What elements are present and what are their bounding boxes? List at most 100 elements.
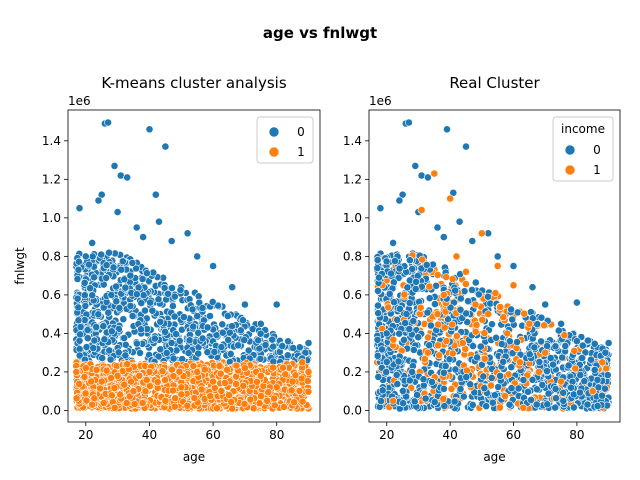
legend-label: 0 [297, 125, 305, 139]
cloud-point [459, 392, 468, 401]
legend-marker [564, 144, 576, 156]
cloud-point [450, 397, 459, 406]
cloud-point [264, 388, 273, 397]
cloud-point [474, 290, 483, 299]
x-tick-label: 60 [205, 428, 220, 442]
cloud-point [121, 340, 130, 349]
cloud-point [400, 335, 408, 344]
data-point [433, 223, 442, 232]
cloud-point [136, 348, 144, 357]
cloud-point [154, 352, 163, 361]
cloud-point [115, 303, 124, 312]
cloud-point [137, 325, 145, 334]
panel-real-cluster: Real Cluster 20 40 60 80 0.0 0.2 0.4 0.6 0.8 1.0 1.… [343, 74, 621, 464]
cloud-point [558, 353, 567, 362]
cloud-point [169, 354, 178, 363]
cloud-point [278, 342, 287, 350]
data-point [462, 267, 470, 276]
cloud-point [279, 402, 288, 411]
cloud-point [189, 322, 198, 331]
cloud-point [158, 367, 167, 376]
data-point [132, 223, 141, 232]
cloud-point [433, 270, 442, 279]
cloud-point [390, 257, 399, 265]
cloud-point [374, 309, 383, 318]
data-point [528, 283, 537, 292]
data-point [272, 383, 281, 392]
cloud-point [203, 323, 212, 332]
cloud-point [135, 371, 144, 380]
cloud-point [421, 394, 430, 403]
data-point [541, 300, 550, 309]
cloud-point [225, 328, 234, 337]
cloud-point [74, 316, 83, 325]
cloud-point [81, 389, 90, 398]
cloud-point [102, 366, 111, 375]
data-point [417, 206, 426, 214]
cloud-point [249, 404, 258, 413]
cloud-point [456, 305, 465, 314]
cloud-point [451, 286, 460, 295]
y-tick-label: 0.6 [42, 288, 61, 302]
data-point [471, 300, 480, 309]
cloud-point [462, 309, 470, 318]
cloud-point [177, 390, 186, 399]
cloud-point [298, 397, 307, 406]
data-point [110, 161, 119, 170]
data-point [240, 364, 249, 372]
cloud-point [223, 312, 232, 320]
cloud-point [75, 257, 83, 266]
cloud-point [169, 372, 178, 380]
data-point [509, 281, 518, 290]
cloud-point [389, 335, 398, 344]
y-tick-label: 0.6 [343, 288, 362, 302]
cloud-point [102, 261, 111, 270]
cloud-point [405, 325, 414, 333]
cloud-point [488, 320, 496, 329]
cloud-point [281, 370, 290, 379]
cloud-point [218, 328, 227, 337]
cloud-point [227, 397, 236, 406]
cloud-point [97, 250, 106, 259]
cloud-point [398, 386, 407, 395]
cloud-point [156, 317, 165, 326]
data-point [228, 283, 237, 292]
cloud-point [80, 372, 89, 381]
cloud-point [519, 376, 528, 384]
cloud-point [270, 401, 279, 410]
data-point [104, 118, 112, 127]
cloud-point [99, 322, 108, 331]
cloud-point [468, 285, 476, 294]
cloud-point [167, 338, 176, 347]
cloud-point [416, 303, 425, 312]
data-point [458, 339, 467, 347]
cloud-point [476, 342, 485, 351]
cloud-point [102, 273, 111, 282]
cloud-point [100, 335, 109, 344]
legend-label: 1 [593, 163, 601, 177]
cloud-point [269, 363, 277, 372]
cloud-point [559, 396, 568, 405]
cloud-point [248, 325, 257, 333]
cloud-point [570, 403, 578, 412]
cloud-point [513, 338, 521, 346]
cloud-point [543, 342, 551, 350]
data-point [155, 217, 163, 226]
cloud-point [127, 377, 135, 386]
cloud-point [598, 391, 606, 400]
cloud-point [134, 283, 143, 292]
cloud-point [128, 312, 137, 320]
cloud-point [72, 394, 81, 403]
y-axis-label: fnlwgt [13, 247, 27, 285]
cloud-point [150, 334, 159, 343]
y-tick-label: 1.4 [42, 134, 61, 148]
legend-title: income [561, 122, 605, 136]
cloud-point [114, 348, 123, 357]
y-tick-label: 0.4 [343, 326, 362, 340]
cloud-point [287, 386, 296, 395]
cloud-point [405, 376, 414, 385]
cloud-point [154, 295, 163, 304]
cloud-point [409, 317, 418, 325]
cloud-point [141, 306, 149, 315]
series-0 [75, 118, 313, 363]
